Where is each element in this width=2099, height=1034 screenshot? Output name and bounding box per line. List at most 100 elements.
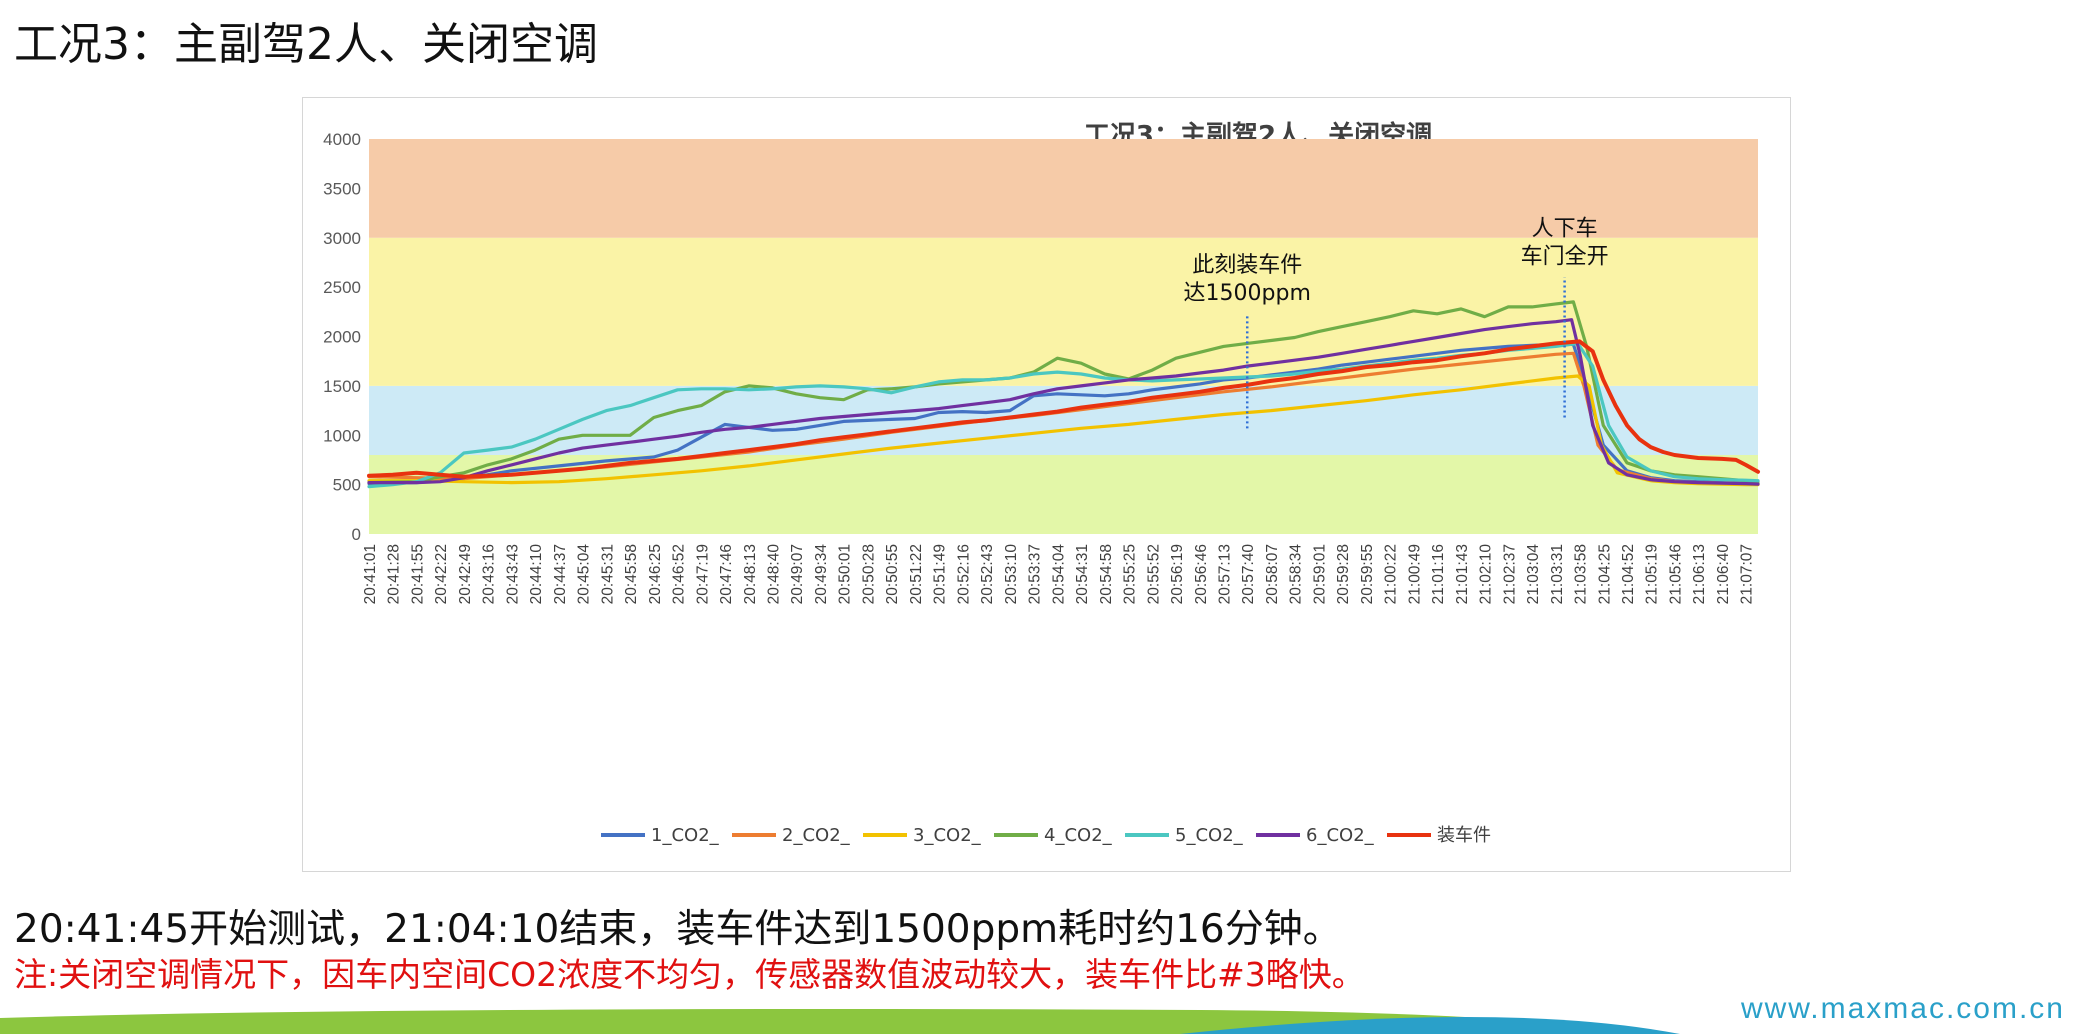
x-tick-label: 20:54:04 [1050, 544, 1067, 605]
x-tick-label: 20:42:22 [433, 544, 450, 604]
series-lines [367, 300, 1760, 489]
x-tick-label: 21:03:04 [1525, 544, 1542, 605]
x-tick-label: 20:52:16 [955, 544, 972, 604]
band-0 [369, 455, 1758, 534]
x-tick-label: 20:46:25 [647, 544, 664, 604]
y-axis: 0 500 1000 1500 2000 2500 3000 3500 4000 [323, 130, 361, 544]
x-tick-label: 21:00:22 [1383, 544, 1400, 604]
band-3 [369, 139, 1758, 238]
x-tick-label: 20:44:10 [528, 544, 545, 605]
legend-label: 1_CO2_ [651, 825, 720, 846]
legend-label: 2_CO2_ [782, 825, 851, 846]
x-tick-label: 21:05:19 [1644, 544, 1661, 604]
x-tick-label: 20:57:13 [1216, 544, 1233, 604]
x-tick-label: 20:49:34 [813, 544, 830, 605]
annotation-text-2: 车门全开 [1521, 244, 1609, 269]
x-tick-label: 20:54:31 [1074, 544, 1091, 604]
annotation-text-2: 人下车 [1532, 216, 1598, 241]
y-tick-label: 500 [333, 476, 361, 495]
x-tick-label: 21:02:37 [1501, 544, 1518, 604]
x-tick-label: 20:51:49 [932, 544, 949, 604]
y-tick-label: 3000 [323, 229, 361, 248]
x-tick-label: 20:50:28 [860, 544, 877, 604]
x-tick-label: 20:49:07 [789, 544, 806, 604]
x-tick-label: 21:06:40 [1715, 544, 1732, 605]
series-line-5 [367, 341, 1760, 489]
series-line-4 [367, 300, 1760, 485]
series-line-6 [367, 318, 1760, 486]
legend-label: 3_CO2_ [913, 825, 982, 846]
x-tick-label: 20:55:25 [1122, 544, 1139, 604]
x-tick-label: 20:59:28 [1335, 544, 1352, 604]
y-tick-label: 2000 [323, 328, 361, 347]
x-tick-label: 21:01:43 [1454, 544, 1471, 604]
x-tick-label: 20:47:46 [718, 544, 735, 604]
x-tick-label: 20:52:43 [979, 544, 996, 604]
legend-label: 装车件 [1437, 825, 1491, 846]
annotation-text-1: 此刻装车件 [1192, 253, 1302, 278]
x-tick-label: 20:41:28 [386, 544, 403, 604]
x-tick-label: 20:50:01 [837, 544, 854, 604]
x-tick-label: 20:41:01 [362, 544, 379, 604]
legend-label: 6_CO2_ [1306, 825, 1375, 846]
legend: 1_CO2_ 2_CO2_ 3_CO2_ 4_CO2_ 5_CO2_ 6_CO2_ 装车件 [601, 825, 1491, 846]
y-tick-label: 3500 [323, 179, 361, 198]
x-tick-label: 20:43:43 [504, 544, 521, 604]
y-tick-label: 1000 [323, 426, 361, 445]
x-axis: 20:41:01 20:41:28 20:41:55 20:42:22 20:42:49… [362, 544, 1756, 605]
background-bands [369, 139, 1758, 534]
y-tick-label: 2500 [323, 278, 361, 297]
annotation-text-1: 达1500ppm [1184, 281, 1311, 306]
y-tick-label: 1500 [323, 377, 361, 396]
x-tick-label: 20:44:37 [552, 544, 569, 604]
x-tick-label: 21:04:25 [1596, 544, 1613, 604]
x-tick-label: 20:47:19 [694, 544, 711, 604]
x-tick-label: 21:03:31 [1549, 544, 1566, 604]
x-tick-label: 20:55:52 [1145, 544, 1162, 604]
x-tick-label: 20:42:49 [457, 544, 474, 604]
x-tick-label: 21:03:58 [1573, 544, 1590, 604]
co2-line-chart: 工况3：主副驾2人、关闭空调 0500100015002000250030003… [323, 120, 1760, 846]
x-tick-label: 20:53:37 [1027, 544, 1044, 604]
series-line-3 [367, 374, 1760, 487]
x-tick-label: 21:05:46 [1667, 544, 1684, 604]
x-tick-label: 20:56:46 [1193, 544, 1210, 604]
footer-decoration [0, 1009, 1680, 1034]
x-tick-label: 20:53:10 [1003, 544, 1020, 605]
chart-frame: 工况3：主副驾2人、关闭空调 0 500 1000 1500 2000 2500 3000 3… [302, 97, 1791, 872]
x-tick-label: 21:06:13 [1691, 544, 1708, 604]
legend-label: 5_CO2_ [1175, 825, 1244, 846]
slide-title: 工况3：主副驾2人、关闭空调 [14, 19, 598, 70]
x-tick-label: 20:58:34 [1288, 544, 1305, 605]
x-tick-label: 20:51:22 [908, 544, 925, 604]
y-tick-label: 0 [352, 525, 361, 544]
x-tick-label: 20:45:31 [599, 544, 616, 604]
x-tick-label: 21:02:10 [1478, 544, 1495, 605]
x-tick-label: 20:50:55 [884, 544, 901, 604]
x-tick-label: 20:45:04 [576, 544, 593, 605]
x-tick-label: 20:57:40 [1240, 544, 1257, 605]
note-text: 注:关闭空调情况下，因车内空间CO2浓度不均匀，传感器数值波动较大，装车件比#3… [14, 955, 1365, 994]
x-tick-label: 20:59:55 [1359, 544, 1376, 604]
x-tick-label: 20:58:07 [1264, 544, 1281, 604]
website-link[interactable]: www.maxmac.com.cn [1740, 992, 2065, 1025]
band-2 [369, 237, 1758, 386]
summary-text: 20:41:45开始测试，21:04:10结束，装车件达到1500ppm耗时约1… [14, 907, 1342, 952]
x-tick-label: 21:07:07 [1739, 544, 1756, 604]
x-tick-label: 20:45:58 [623, 544, 640, 604]
x-tick-label: 21:00:49 [1406, 544, 1423, 604]
x-tick-label: 21:01:16 [1430, 544, 1447, 604]
band-1 [369, 385, 1758, 455]
series-line-7 [367, 339, 1760, 479]
x-tick-label: 20:41:55 [409, 544, 426, 604]
y-tick-label: 4000 [323, 130, 361, 149]
x-tick-label: 20:54:58 [1098, 544, 1115, 604]
x-tick-label: 20:48:13 [742, 544, 759, 604]
x-tick-label: 21:04:52 [1620, 544, 1637, 604]
x-tick-label: 20:43:16 [481, 544, 498, 604]
x-tick-label: 20:59:01 [1311, 544, 1328, 604]
legend-label: 4_CO2_ [1044, 825, 1113, 846]
x-tick-label: 20:48:40 [766, 544, 783, 605]
x-tick-label: 20:56:19 [1169, 544, 1186, 604]
